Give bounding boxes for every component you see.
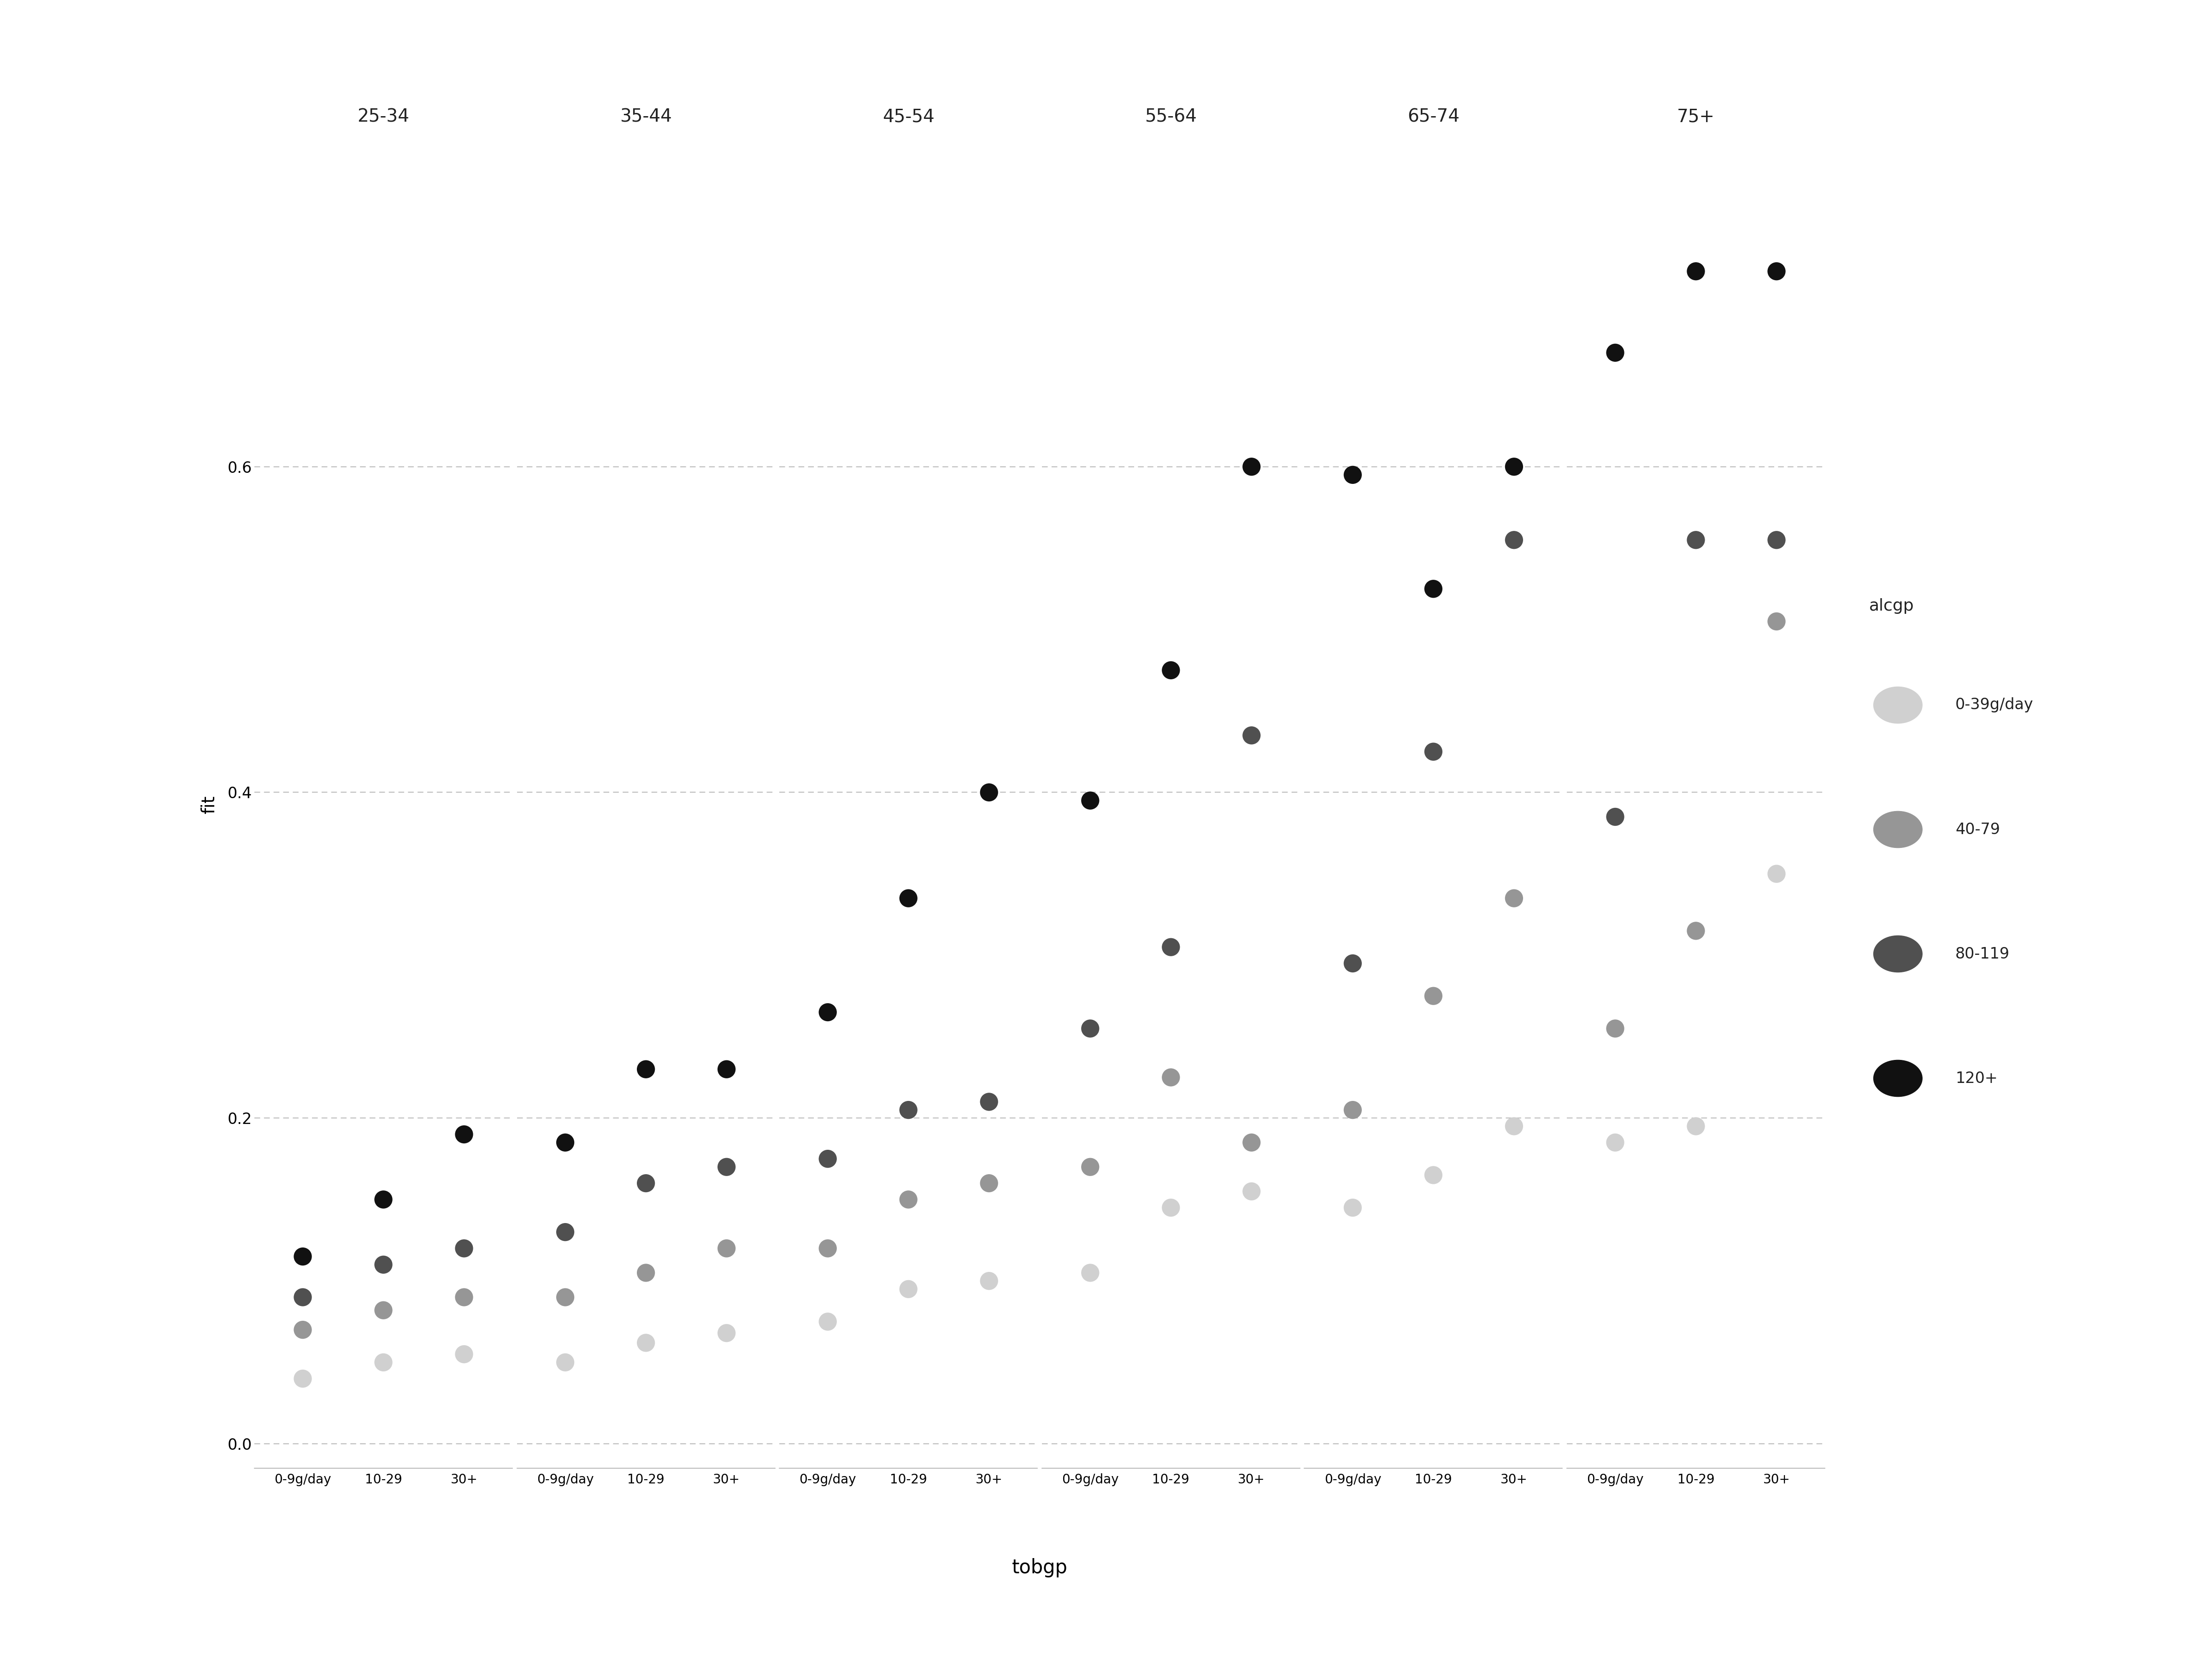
Point [1234,722,1270,748]
Point [810,999,845,1025]
Point [1234,1178,1270,1204]
Point [1336,461,1371,488]
Title: 75+: 75+ [1677,108,1714,126]
Point [447,1340,482,1367]
Point [1679,259,1714,285]
Point [1336,1097,1371,1123]
Point [365,1186,400,1213]
Point [1597,340,1632,367]
Point [1152,1063,1188,1090]
Point [891,1276,927,1302]
Text: 40-79: 40-79 [1955,821,2000,838]
Text: 80-119: 80-119 [1955,946,2011,962]
Point [971,780,1006,806]
Point [447,1234,482,1261]
Point [1416,982,1451,1009]
Point [891,1097,927,1123]
Point [447,1121,482,1148]
Point [1597,803,1632,830]
Point [1416,738,1451,765]
Point [1597,1015,1632,1042]
Point [365,1349,400,1375]
Point [1495,526,1531,552]
Point [708,1153,743,1180]
Point [628,1259,664,1286]
Point [810,1145,845,1171]
Point [549,1284,584,1311]
Point [1073,1015,1108,1042]
Point [708,1234,743,1261]
Point [628,1057,664,1083]
Point [708,1057,743,1083]
Text: tobgp: tobgp [1011,1558,1068,1578]
Point [971,1170,1006,1196]
Point [971,1267,1006,1294]
Point [628,1329,664,1355]
Point [1073,1153,1108,1180]
Text: alcgp: alcgp [1869,599,1913,614]
Point [285,1365,321,1392]
Point [285,1284,321,1311]
Title: 45-54: 45-54 [883,108,933,126]
Point [1759,861,1794,888]
Title: 65-74: 65-74 [1407,108,1460,126]
Title: 35-44: 35-44 [619,108,672,126]
Point [708,1321,743,1347]
Point [1679,1113,1714,1140]
Point [1679,917,1714,944]
Point [1597,1130,1632,1156]
Point [1759,526,1794,552]
Point [1495,884,1531,911]
Point [891,1186,927,1213]
Point [1234,1130,1270,1156]
Point [891,884,927,911]
Text: 0-39g/day: 0-39g/day [1955,697,2033,713]
Point [447,1284,482,1311]
Point [285,1317,321,1344]
Point [1152,934,1188,961]
Point [1759,609,1794,635]
Point [1073,788,1108,815]
Y-axis label: fit: fit [201,795,219,815]
Point [971,1088,1006,1115]
Point [1416,1161,1451,1188]
Point [1679,526,1714,552]
Point [285,1243,321,1269]
Point [549,1219,584,1246]
Point [365,1251,400,1277]
Point [1336,951,1371,977]
Point [1152,657,1188,684]
Point [1416,576,1451,602]
Point [1336,1194,1371,1221]
Point [1495,453,1531,479]
Point [1234,453,1270,479]
Point [549,1349,584,1375]
Point [1073,1259,1108,1286]
Title: 25-34: 25-34 [358,108,409,126]
Point [628,1170,664,1196]
Point [1759,259,1794,285]
Point [1495,1113,1531,1140]
Point [1152,1194,1188,1221]
Point [810,1309,845,1335]
Point [365,1297,400,1324]
Title: 55-64: 55-64 [1146,108,1197,126]
Point [810,1234,845,1261]
Point [549,1130,584,1156]
Text: 120+: 120+ [1955,1070,1997,1087]
